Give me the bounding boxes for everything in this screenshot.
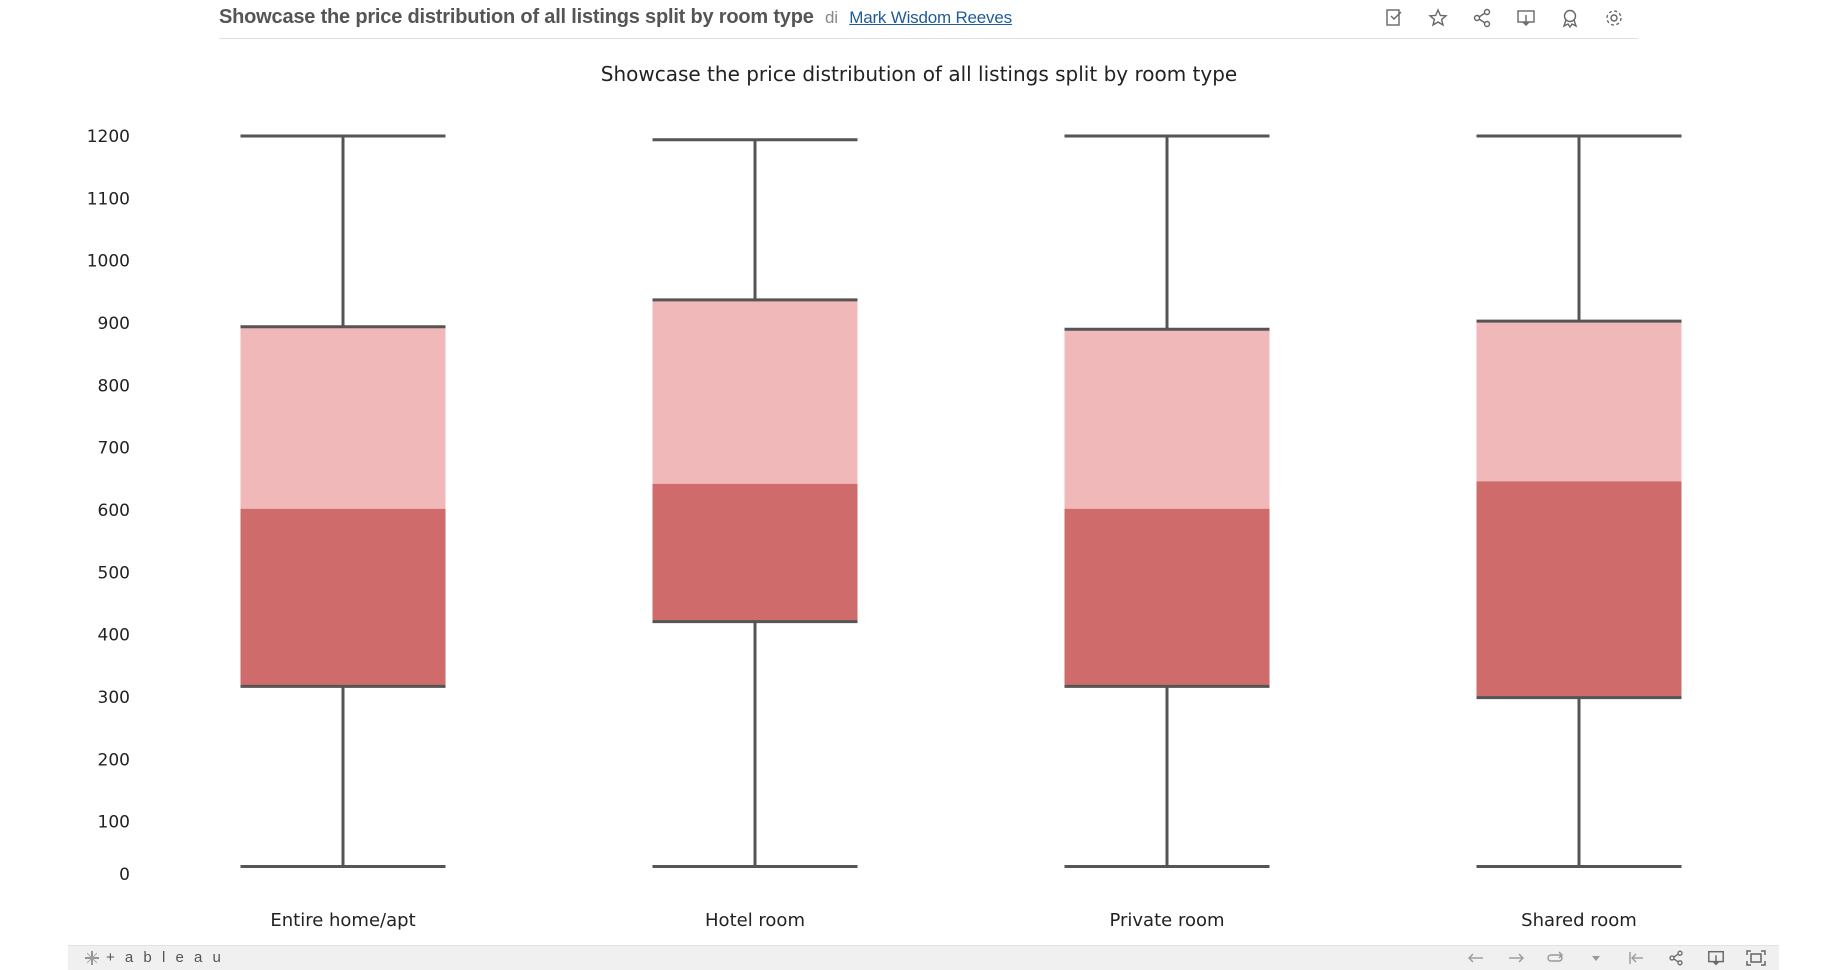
boxplot-chart[interactable]: 0 100 200 300 400 500 600 700 800 900 1000 1100 1200… <box>0 40 1838 940</box>
y-tick-label: 100 <box>98 813 130 833</box>
star-icon[interactable] <box>1426 6 1450 30</box>
tableau-logo-text: + a b l e a u <box>106 949 224 966</box>
dropdown-icon[interactable] <box>1585 948 1607 968</box>
y-tick-label: 500 <box>98 563 130 583</box>
category-label-entire-home-apt: Entire home/apt <box>270 910 415 931</box>
y-tick-label: 700 <box>98 439 130 459</box>
lower-box-entire-home-apt <box>240 508 446 687</box>
share-icon[interactable] <box>1665 948 1687 968</box>
lower-box-private-room <box>1064 508 1270 687</box>
redo-icon[interactable] <box>1505 948 1527 968</box>
reset-icon[interactable] <box>1625 948 1647 968</box>
share-icon[interactable] <box>1470 6 1494 30</box>
upper-box-shared-room <box>1476 321 1682 482</box>
upper-box-hotel-room <box>652 299 858 484</box>
tableau-logo[interactable]: + a b l e a u <box>84 949 224 966</box>
undo-icon[interactable] <box>1465 948 1487 968</box>
y-tick-label: 600 <box>98 501 130 521</box>
badge-icon[interactable] <box>1558 6 1582 30</box>
fullscreen-icon[interactable] <box>1745 948 1767 968</box>
viz-header: Showcase the price distribution of all l… <box>219 0 1638 39</box>
lower-box-shared-room <box>1476 481 1682 698</box>
y-tick-label: 900 <box>98 314 130 334</box>
author-link[interactable]: Mark Wisdom Reeves <box>849 8 1012 27</box>
gear-icon[interactable] <box>1602 6 1626 30</box>
header-actions <box>1382 6 1626 30</box>
category-label-hotel-room: Hotel room <box>705 910 805 931</box>
bottom-toolbar: + a b l e a u <box>68 945 1779 970</box>
download-icon[interactable] <box>1514 6 1538 30</box>
viz-title-bar: Showcase the price distribution of all l… <box>219 6 1012 29</box>
y-tick-label: 400 <box>98 626 130 646</box>
lower-box-hotel-room <box>652 483 858 622</box>
chart-title: Showcase the price distribution of all l… <box>600 62 1238 86</box>
page-title: Showcase the price distribution of all l… <box>219 6 814 28</box>
download-icon[interactable] <box>1705 948 1727 968</box>
y-tick-label: 0 <box>119 865 130 885</box>
y-tick-label: 1100 <box>87 189 130 209</box>
upper-box-entire-home-apt <box>240 326 446 509</box>
y-tick-label: 300 <box>98 688 130 708</box>
viz-area: Showcase the price distribution of all l… <box>0 40 1838 940</box>
tableau-logo-icon <box>85 950 99 965</box>
category-label-shared-room: Shared room <box>1521 910 1637 931</box>
y-tick-label: 1200 <box>87 127 130 147</box>
toolbar-actions <box>1465 948 1767 968</box>
y-tick-label: 1000 <box>87 252 130 272</box>
y-tick-label: 800 <box>98 376 130 396</box>
revert-icon[interactable] <box>1545 948 1567 968</box>
by-label: di <box>825 8 838 27</box>
category-label-private-room: Private room <box>1109 910 1224 931</box>
edit-icon[interactable] <box>1382 6 1406 30</box>
y-tick-label: 200 <box>98 750 130 770</box>
upper-box-private-room <box>1064 329 1270 509</box>
